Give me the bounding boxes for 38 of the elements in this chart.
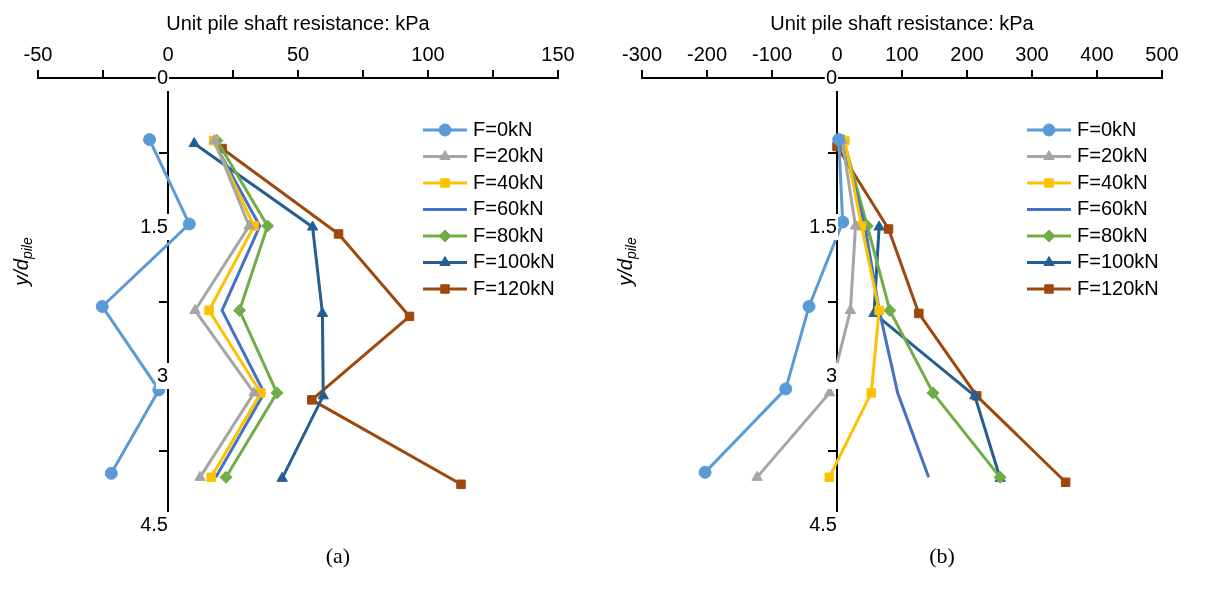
y-tick-label: 4.5 <box>809 512 837 535</box>
x-axis-title: Unit pile shaft resistance: kPa <box>166 11 431 34</box>
y-tick-label: 1.5 <box>140 214 168 237</box>
y-tick-label: 4.5 <box>140 512 168 535</box>
x-tick-label: 400 <box>1080 42 1114 65</box>
y-tick-label: 0 <box>825 65 837 88</box>
legend-label: F=60kN <box>473 197 544 220</box>
x-tick-label: -200 <box>686 42 728 65</box>
y-tick-label: 1.5 <box>809 214 837 237</box>
legend-label: F=120kN <box>473 276 555 299</box>
x-axis-title: Unit pile shaft resistance: kPa <box>770 11 1035 34</box>
legend-label: F=20kN <box>473 144 544 167</box>
text: (a) <box>324 543 352 569</box>
x-tick-label: -100 <box>751 42 793 65</box>
x-tick-label: 200 <box>950 42 984 65</box>
x-tick-label: 300 <box>1015 42 1049 65</box>
legend-label: F=40kN <box>473 170 544 193</box>
y-tick-label: 0 <box>156 65 168 88</box>
legend-label: F=0kN <box>1077 117 1137 140</box>
legend-label: F=80kN <box>473 223 544 246</box>
legend-label: F=80kN <box>1077 223 1148 246</box>
x-tick-label: -50 <box>23 42 53 65</box>
legend-label: F=0kN <box>473 117 533 140</box>
legend-label: F=100kN <box>473 250 555 273</box>
x-tick-label: 100 <box>411 42 445 65</box>
y-tick-label: 3 <box>156 363 168 386</box>
legend-label: F=40kN <box>1077 170 1148 193</box>
legend-label: F=60kN <box>1077 197 1148 220</box>
x-tick-label: 100 <box>885 42 919 65</box>
x-tick-label: 50 <box>286 42 310 65</box>
legend-label: F=120kN <box>1077 276 1159 299</box>
x-tick-label: 150 <box>541 42 575 65</box>
y-tick-label: 3 <box>825 363 837 386</box>
x-tick-label: -300 <box>621 42 663 65</box>
legend-label: F=100kN <box>1077 250 1159 273</box>
x-tick-label: 500 <box>1145 42 1179 65</box>
text: (b) <box>928 543 956 569</box>
legend-label: F=20kN <box>1077 144 1148 167</box>
